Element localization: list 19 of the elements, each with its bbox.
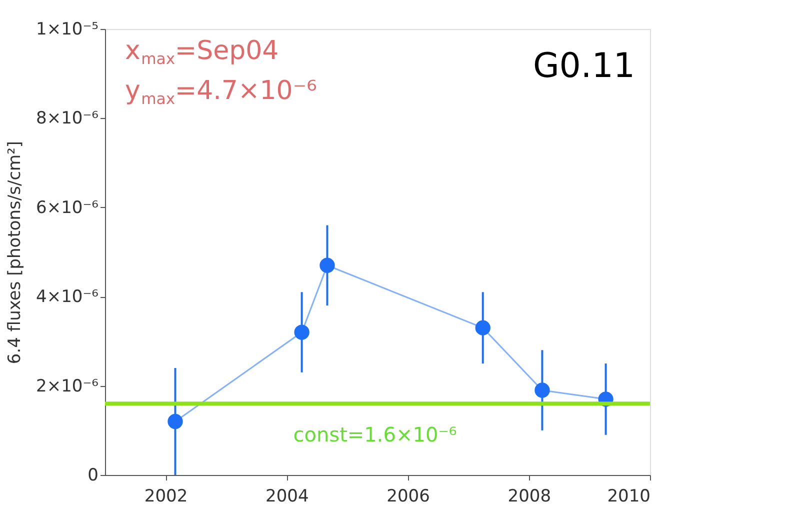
x-tick-label: 2002 xyxy=(144,486,188,506)
point xyxy=(320,258,335,273)
x-tick-label: 2010 xyxy=(607,486,650,506)
y-tick-label: 6×10⁻⁶ xyxy=(36,198,99,218)
y-axis-title: 6.4 fluxes [photons/s/cm²] xyxy=(5,140,26,364)
x-tick-label: 2006 xyxy=(386,486,430,506)
x-tick-label: 2008 xyxy=(508,486,552,506)
point xyxy=(168,414,183,430)
y-tick-label: 4×10⁻⁶ xyxy=(36,287,99,308)
y-tick-label: 8×10⁻⁶ xyxy=(36,108,99,129)
x-tick-label: 2004 xyxy=(266,486,309,506)
point xyxy=(534,382,550,398)
y-tick-label: 0 xyxy=(88,466,98,486)
point xyxy=(294,324,310,340)
annotation: G0.11 xyxy=(532,46,635,86)
y-tick-label: 2×10⁻⁶ xyxy=(36,376,99,396)
point xyxy=(475,320,490,336)
y-tick-label: 1×10⁻⁵ xyxy=(36,20,98,40)
ref-line-label: const=1.6×10⁻⁶ xyxy=(293,422,457,447)
